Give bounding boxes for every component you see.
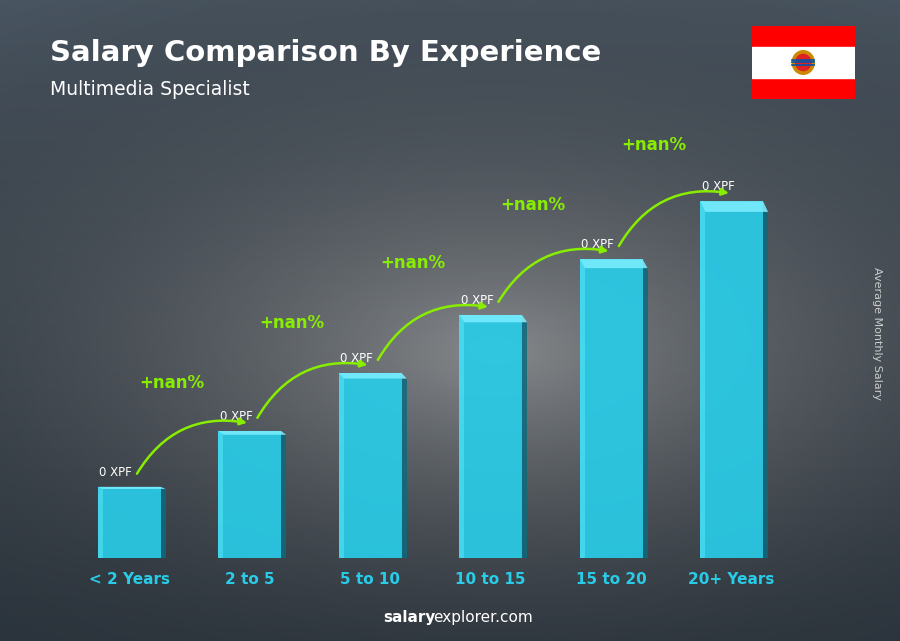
Text: +nan%: +nan% <box>139 374 204 392</box>
Text: Multimedia Specialist: Multimedia Specialist <box>50 80 249 99</box>
Polygon shape <box>700 201 768 212</box>
Text: 0 XPF: 0 XPF <box>220 410 252 423</box>
Circle shape <box>792 51 814 74</box>
Text: +nan%: +nan% <box>259 314 325 332</box>
FancyArrowPatch shape <box>137 419 244 474</box>
FancyArrowPatch shape <box>378 303 485 360</box>
Text: 0 XPF: 0 XPF <box>702 181 734 194</box>
Text: explorer.com: explorer.com <box>433 610 533 625</box>
Bar <box>219 431 281 558</box>
Polygon shape <box>98 487 166 489</box>
Text: 0 XPF: 0 XPF <box>340 353 373 365</box>
Bar <box>580 259 585 558</box>
Text: +nan%: +nan% <box>621 136 686 154</box>
Circle shape <box>796 54 811 71</box>
Bar <box>752 47 855 78</box>
Text: 0 XPF: 0 XPF <box>99 466 132 479</box>
Bar <box>219 431 223 558</box>
Bar <box>160 489 166 558</box>
Text: salary: salary <box>383 610 436 625</box>
Bar <box>700 201 706 558</box>
Bar <box>281 435 286 558</box>
FancyArrowPatch shape <box>257 361 364 418</box>
Text: +nan%: +nan% <box>500 196 565 214</box>
FancyArrowPatch shape <box>619 189 726 246</box>
Bar <box>580 259 643 558</box>
Bar <box>401 379 407 558</box>
Bar <box>763 212 768 558</box>
Text: Average Monthly Salary: Average Monthly Salary <box>872 267 883 400</box>
Bar <box>459 315 522 558</box>
Text: +nan%: +nan% <box>380 254 445 272</box>
Polygon shape <box>580 259 648 268</box>
Bar <box>522 322 527 558</box>
Text: Salary Comparison By Experience: Salary Comparison By Experience <box>50 39 601 67</box>
Polygon shape <box>339 373 407 379</box>
Text: 0 XPF: 0 XPF <box>581 238 614 251</box>
Bar <box>339 373 344 558</box>
Bar <box>98 487 160 558</box>
Text: 0 XPF: 0 XPF <box>461 294 493 307</box>
Bar <box>700 201 763 558</box>
FancyBboxPatch shape <box>750 24 857 101</box>
Bar <box>339 373 401 558</box>
Bar <box>98 487 103 558</box>
Bar <box>643 268 648 558</box>
FancyArrowPatch shape <box>499 247 606 302</box>
Polygon shape <box>459 315 527 322</box>
Polygon shape <box>219 431 286 435</box>
Bar <box>459 315 464 558</box>
